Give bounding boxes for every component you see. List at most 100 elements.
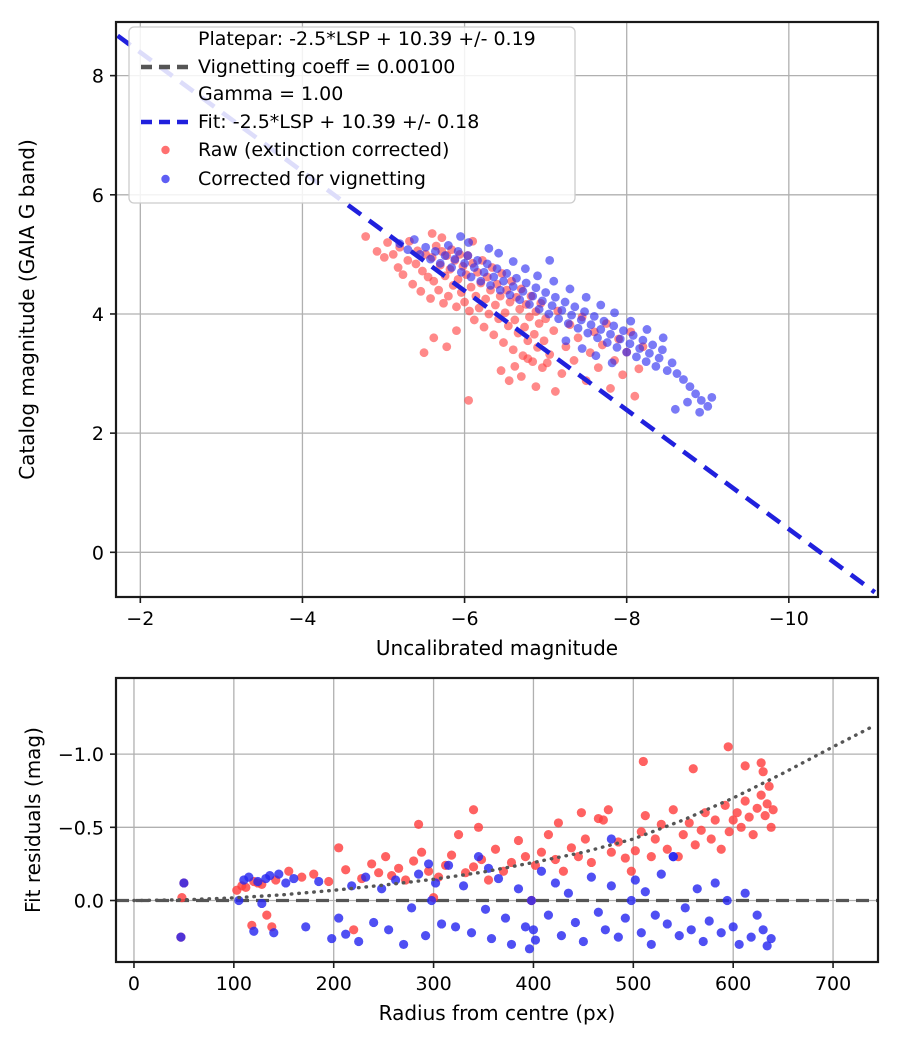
data-point xyxy=(512,273,521,283)
data-point xyxy=(613,932,623,942)
data-point xyxy=(596,325,606,334)
data-point xyxy=(265,871,275,881)
data-point xyxy=(656,819,666,829)
data-point xyxy=(744,812,754,822)
data-point xyxy=(465,306,474,316)
axes-fit-residuals: 0 100 200 300 400 500 600 700 0.0 −0.5 −1.0 Radius … xyxy=(21,676,880,1025)
data-point xyxy=(646,939,656,950)
data-point xyxy=(429,276,439,286)
data-point xyxy=(520,852,531,862)
data-point xyxy=(667,358,677,368)
data-point xyxy=(557,305,567,315)
data-point xyxy=(580,834,590,844)
data-point xyxy=(420,931,431,941)
data-point xyxy=(453,830,464,840)
data-point xyxy=(606,834,616,844)
data-point xyxy=(361,872,371,882)
data-point xyxy=(408,279,418,289)
data-point xyxy=(758,767,768,777)
data-point xyxy=(612,342,622,352)
data-point xyxy=(528,925,539,935)
data-point xyxy=(341,865,351,875)
legend-label: Gamma = 1.00 xyxy=(198,83,343,105)
data-point xyxy=(469,315,479,325)
data-point xyxy=(452,302,461,312)
data-point xyxy=(576,315,586,325)
data-point xyxy=(486,933,497,944)
data-point xyxy=(334,913,344,923)
data-point xyxy=(442,342,452,352)
data-point xyxy=(543,910,554,920)
data-point xyxy=(466,282,476,292)
tick-label-y: −0.5 xyxy=(58,817,104,839)
legend-label: Vignetting coeff = 0.00100 xyxy=(198,56,455,78)
data-point xyxy=(734,939,744,950)
data-point xyxy=(502,269,512,278)
data-point xyxy=(638,756,648,767)
data-point xyxy=(716,844,726,854)
data-point xyxy=(674,931,684,941)
data-point xyxy=(531,283,541,293)
data-point xyxy=(347,881,357,891)
data-point xyxy=(262,910,272,920)
data-point xyxy=(513,835,524,846)
data-point xyxy=(560,297,570,307)
data-point xyxy=(426,294,435,303)
data-point xyxy=(427,229,437,238)
data-point xyxy=(341,929,351,939)
data-point xyxy=(695,407,705,417)
data-point xyxy=(515,304,525,314)
data-point xyxy=(468,862,479,872)
data-point xyxy=(576,808,586,818)
tick-label-y: 4 xyxy=(92,304,104,326)
data-point xyxy=(550,878,561,888)
data-point xyxy=(327,933,337,944)
data-point xyxy=(545,255,555,265)
data-point xyxy=(458,881,469,891)
data-point xyxy=(398,270,408,280)
data-point xyxy=(523,354,533,364)
data-point xyxy=(480,904,491,914)
data-point xyxy=(464,395,474,405)
data-point xyxy=(603,805,613,815)
data-point xyxy=(561,336,571,346)
data-point xyxy=(756,790,766,800)
data-point xyxy=(760,811,770,821)
data-point xyxy=(678,830,688,840)
data-point xyxy=(309,869,319,879)
data-point xyxy=(557,369,567,378)
data-point xyxy=(648,340,658,350)
legend-entry: Gamma = 1.00 xyxy=(198,83,343,105)
data-point xyxy=(523,336,533,346)
data-point xyxy=(393,263,403,272)
data-point xyxy=(736,822,746,832)
data-point xyxy=(558,866,569,876)
data-point xyxy=(533,271,542,281)
data-point xyxy=(630,391,640,401)
data-point xyxy=(635,344,645,353)
data-point xyxy=(758,925,768,935)
legend-entry: Raw (extinction corrected) xyxy=(161,139,449,161)
data-point xyxy=(544,309,554,319)
data-point xyxy=(520,264,530,274)
data-point xyxy=(274,869,284,879)
legend-entry: Fit: -2.5*LSP + 10.39 +/- 0.18 xyxy=(141,111,479,133)
data-point xyxy=(417,847,427,857)
data-point xyxy=(407,903,417,913)
data-point xyxy=(435,258,445,268)
data-point xyxy=(752,803,762,813)
data-point xyxy=(620,913,630,923)
data-point xyxy=(434,285,444,295)
data-point xyxy=(596,300,606,310)
data-point xyxy=(752,910,762,920)
data-point xyxy=(176,932,186,942)
data-point xyxy=(670,404,680,414)
data-point xyxy=(508,282,518,291)
data-point xyxy=(606,881,616,891)
data-point xyxy=(703,401,713,411)
data-point xyxy=(500,913,511,923)
data-point xyxy=(469,263,479,272)
data-point xyxy=(281,878,291,888)
